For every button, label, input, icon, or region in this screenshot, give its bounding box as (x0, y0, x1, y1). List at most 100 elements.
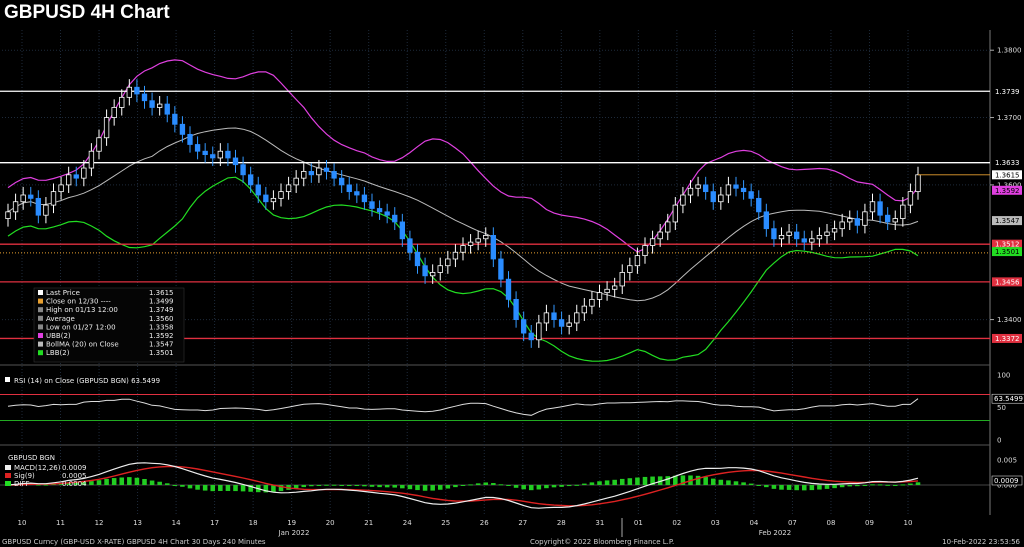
footer-copyright: Copyright© 2022 Bloomberg Finance L.P. (530, 538, 675, 546)
diff-bar (635, 477, 640, 485)
candle-body (414, 251, 421, 267)
macd-tick-label: 0.000 (997, 482, 1017, 490)
x-tick-label: 18 (249, 519, 258, 527)
candle-body (437, 265, 443, 273)
diff-bar (908, 483, 913, 485)
candle-body (551, 312, 557, 320)
diff-bar (589, 482, 595, 485)
diff-bar (142, 478, 147, 485)
diff-bar (892, 484, 898, 486)
candle-body (308, 171, 315, 176)
candle-body (429, 272, 436, 277)
legend-label: Last Price (46, 289, 80, 297)
diff-bar (544, 485, 549, 489)
diff-bar (642, 476, 648, 485)
diff-bar (278, 485, 284, 492)
diff-bar (855, 485, 860, 487)
legend-value: 1.3560 (149, 315, 174, 323)
level-tag: 1.3372 (995, 335, 1020, 343)
legend-label: Close on 12/30 ---- (46, 298, 111, 306)
level-tag: 1.3512 (995, 241, 1020, 249)
candle-body (718, 194, 724, 203)
diff-bar (324, 484, 329, 486)
candle-body (649, 238, 656, 246)
rsi-tick-label: 100 (997, 372, 1010, 380)
diff-bar (915, 482, 921, 485)
level-tag-bg (992, 86, 1022, 96)
diff-bar (89, 481, 94, 485)
macd-legend-value: 0.0009 (62, 464, 87, 472)
diff-bar (710, 478, 716, 485)
candle-body (263, 194, 269, 203)
rsi-value-tag: 63.5499 (994, 395, 1023, 403)
diff-bar (612, 479, 617, 485)
diff-bar (817, 485, 822, 490)
candle-body (793, 231, 800, 240)
legend-swatch (38, 324, 43, 330)
diff-bar (111, 478, 117, 485)
candle-body (847, 218, 853, 223)
candle-body (900, 204, 906, 219)
candle-body (323, 167, 330, 172)
diff-bar (73, 482, 79, 485)
candle-body (12, 201, 19, 213)
candle-body (771, 228, 777, 240)
footer-timestamp: 10-Feb-2022 23:53:56 (942, 538, 1020, 546)
candle-body (528, 332, 534, 341)
level-tag: 1.3456 (995, 278, 1020, 286)
diff-bar (36, 484, 41, 486)
diff-bar (164, 483, 170, 485)
signal-line (7, 465, 919, 507)
diff-bar (657, 476, 663, 485)
legend-swatch (38, 290, 43, 295)
candle-body (740, 187, 747, 193)
diff-bar (354, 485, 360, 486)
candle-body (467, 241, 474, 246)
x-tick-label: 10 (904, 519, 913, 527)
price-legend: Last Price 1.3615 Close on 12/30 ---- 1.349… (33, 287, 185, 363)
diff-bar (316, 485, 322, 486)
candle-body (725, 184, 732, 196)
legend-swatch (38, 315, 43, 321)
candle-body (88, 150, 95, 169)
candle-body (164, 103, 170, 115)
candle-body (680, 194, 686, 206)
candle-body (801, 238, 807, 243)
macd-legend-swatch (5, 481, 11, 486)
diff-bar (673, 475, 678, 485)
legend-value: 1.3592 (149, 332, 174, 340)
x-tick-label: 12 (95, 519, 104, 527)
candle-body (756, 197, 762, 213)
x-tick-label: 20 (326, 519, 335, 527)
diff-bar (346, 485, 352, 486)
diff-bar (119, 477, 125, 485)
candle-body (657, 231, 663, 240)
legend-value: 1.3501 (149, 349, 174, 357)
diff-bar (104, 478, 109, 485)
diff-bar (794, 485, 799, 491)
diff-bar (430, 485, 435, 491)
diff-bar (331, 484, 337, 486)
candle-body (687, 187, 694, 196)
price-gridlines (0, 30, 991, 515)
diff-bar (377, 485, 382, 488)
macd-header: GBPUSD BGN (8, 454, 55, 462)
diff-bar (756, 485, 762, 486)
chart-title: GBPUSD 4H Chart (4, 2, 170, 23)
diff-bar (885, 484, 890, 486)
diff-bar (748, 483, 754, 485)
value-tag: 1.3501 (995, 248, 1020, 256)
candle-body (702, 184, 709, 193)
macd-legend-label: MACD(12,26) (14, 464, 61, 472)
diff-bar (733, 481, 739, 485)
value-tag-bg (992, 247, 1022, 257)
legend-value: 1.3358 (149, 323, 174, 331)
diff-bar (877, 484, 883, 486)
legend-label: LBB(2) (46, 349, 70, 357)
macd-legend-label: DIFF (14, 480, 30, 488)
candle-body (210, 154, 216, 159)
diff-bar (369, 485, 375, 487)
candle-body (384, 211, 390, 216)
